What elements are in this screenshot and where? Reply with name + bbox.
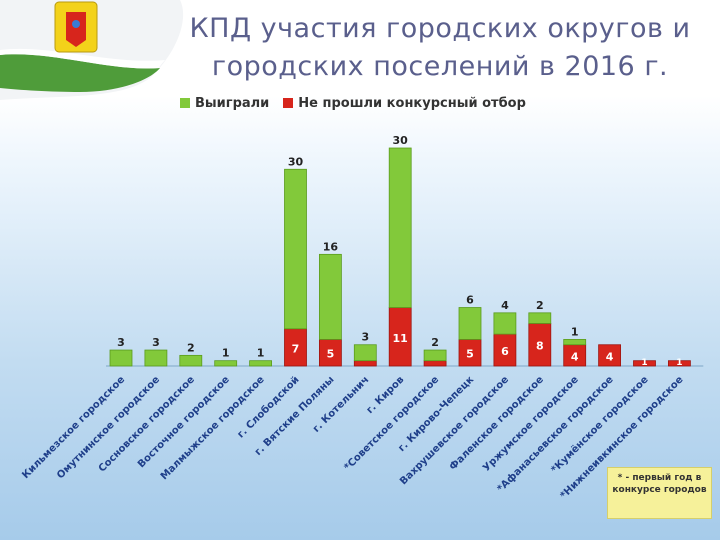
label-won-11: 4 (501, 299, 509, 312)
legend-item-failed: Не прошли конкурсный отбор (283, 96, 526, 111)
label-won-1: 3 (152, 336, 160, 349)
bar-failed-14 (598, 344, 621, 367)
footnote-box: * - первый год в конкурсе городов (607, 467, 712, 519)
label-failed-6: 5 (327, 348, 335, 361)
legend-item-won: Выиграли (180, 96, 269, 111)
label-won-5: 30 (288, 155, 304, 168)
bar-won-9 (423, 349, 447, 362)
legend-label-won: Выиграли (195, 95, 270, 111)
bar-won-5 (284, 168, 307, 330)
legend-swatch-won (180, 98, 190, 108)
bar-won-2 (179, 354, 203, 367)
label-won-7: 3 (361, 331, 369, 344)
bar-won-6 (318, 253, 342, 340)
bar-won-3 (214, 360, 238, 367)
kirov-flag-emblem (0, 0, 184, 100)
bar-failed-16 (668, 360, 691, 367)
bar-won-1 (144, 349, 168, 367)
bar-won-12 (528, 312, 552, 324)
bar-failed-7 (353, 360, 377, 367)
bar-won-4 (249, 360, 273, 367)
legend-label-failed: Не прошли конкурсный отбор (298, 95, 526, 111)
bar-won-11 (493, 312, 517, 335)
legend-swatch-failed (283, 98, 294, 108)
label-failed-15: 1 (641, 358, 647, 368)
label-failed-14: 4 (606, 350, 614, 363)
bar-won-13 (563, 339, 587, 346)
bar-won-0 (109, 349, 133, 367)
label-won-12: 2 (536, 299, 544, 312)
title-line-2: городских поселений в 2016 г. (211, 51, 669, 82)
label-won-4: 1 (257, 347, 265, 360)
label-failed-5: 7 (292, 342, 300, 355)
label-won-6: 16 (323, 240, 339, 253)
title-line-1: КПД участия городских округов и (189, 13, 691, 44)
label-failed-13: 4 (571, 350, 579, 363)
bar-won-10 (458, 307, 482, 340)
label-failed-11: 6 (501, 345, 509, 358)
label-won-13: 1 (571, 325, 579, 338)
legend: Выиграли Не прошли конкурсный отбор (180, 92, 540, 114)
bar-failed-15 (633, 360, 656, 367)
label-failed-16: 1 (676, 358, 682, 368)
label-won-3: 1 (222, 347, 230, 360)
label-won-8: 30 (393, 134, 409, 147)
bar-won-8 (388, 147, 412, 308)
label-failed-10: 5 (466, 348, 474, 361)
label-failed-8: 11 (393, 332, 408, 345)
bar-failed-9 (423, 360, 447, 367)
label-won-0: 3 (117, 336, 125, 349)
chart-title: КПД участия городских округов и городски… (160, 10, 720, 86)
footnote-text: * - первый год в конкурсе городов (612, 473, 707, 495)
label-failed-12: 8 (536, 340, 544, 353)
label-won-9: 2 (431, 336, 439, 349)
background-band (0, 96, 720, 540)
label-won-2: 2 (187, 341, 195, 354)
bar-won-7 (353, 344, 377, 362)
label-won-10: 6 (466, 294, 474, 307)
category-label-5: г. Слободской (235, 374, 302, 441)
